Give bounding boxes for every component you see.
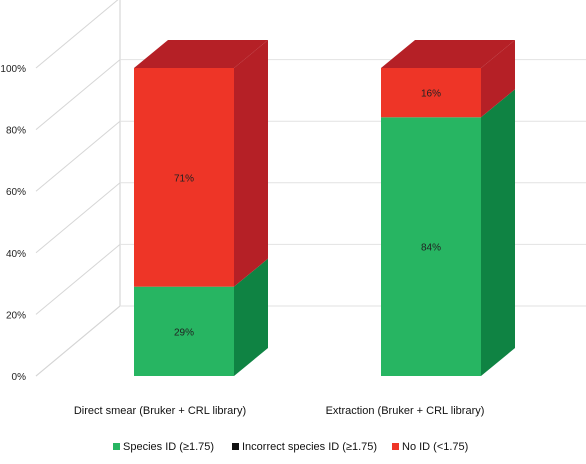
y-tick-label: 0% [12, 372, 27, 383]
bar-front [134, 286, 234, 376]
bar-side [234, 258, 268, 376]
legend-label: Incorrect species ID (≥1.75) [242, 441, 377, 453]
gridline-diag [35, 0, 119, 69]
legend-item: Incorrect species ID (≥1.75) [232, 441, 377, 453]
bars [134, 40, 515, 376]
bar-front [381, 117, 481, 376]
category-label: Direct smear (Bruker + CRL library) [74, 405, 246, 417]
data-label: 29% [174, 327, 194, 338]
legend-item: No ID (<1.75) [392, 441, 468, 453]
category-labels: Direct smear (Bruker + CRL library) Extra… [74, 405, 485, 417]
y-tick-label: 80% [6, 126, 26, 137]
legend-swatch [113, 443, 120, 450]
y-tick-label: 20% [6, 310, 26, 321]
category-label: Extraction (Bruker + CRL library) [326, 405, 485, 417]
legend: Species ID (≥1.75) Incorrect species ID (… [113, 441, 468, 453]
legend-swatch [232, 443, 239, 450]
bar-segment [134, 40, 268, 287]
y-tick-label: 60% [6, 187, 26, 198]
y-tick-label: 40% [6, 249, 26, 260]
legend-label: No ID (<1.75) [402, 441, 468, 453]
legend-label: Species ID (≥1.75) [123, 441, 214, 453]
bar-front [134, 68, 234, 287]
data-labels: 29% 71% 84% 16% [174, 89, 441, 339]
gridline-diag [35, 305, 121, 377]
gridline-diag [35, 120, 121, 192]
gridline-diag [35, 182, 121, 254]
bar-side [481, 40, 515, 118]
bar-top [134, 40, 268, 68]
bar-side [481, 89, 515, 376]
bar-segment [381, 89, 515, 376]
bar-front [381, 68, 481, 118]
bar-side [234, 40, 268, 287]
y-axis-ticks: 0% 20% 40% 60% 80% 100% [0, 64, 26, 383]
bar-top [381, 40, 515, 68]
gridline-diag [35, 59, 121, 130]
y-tick-label: 100% [0, 64, 26, 75]
gridline-diag [35, 244, 121, 315]
data-label: 16% [421, 89, 441, 100]
data-label: 84% [421, 243, 441, 254]
bar-segment [134, 258, 268, 376]
data-label: 71% [174, 173, 194, 184]
bar-segment [381, 40, 515, 118]
legend-item: Species ID (≥1.75) [113, 441, 214, 453]
legend-swatch [392, 443, 399, 450]
